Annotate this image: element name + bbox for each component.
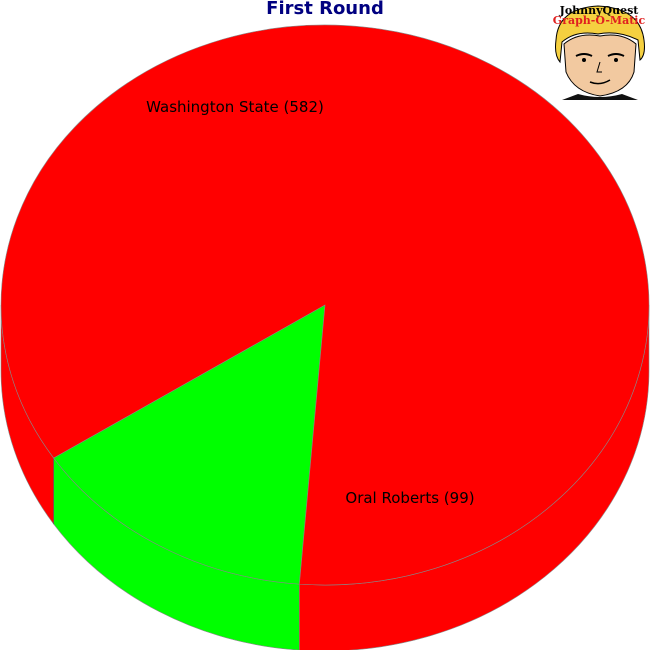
pie-slice-washington-state — [0, 24, 650, 586]
logo-line1: JohnnyQuest — [559, 4, 639, 17]
pie-top-layer — [0, 24, 650, 586]
cartoon-boy-icon — [555, 5, 645, 100]
logo-line2: Graph-O-Matic — [552, 14, 646, 27]
pie-slice-oral-roberts — [53, 304, 326, 585]
pie-label-layer: Oral Roberts (99) Washington State (582) — [146, 98, 474, 507]
graph-o-matic-logo: JohnnyQuest Graph-O-Matic — [548, 0, 650, 100]
slice-label-1: Washington State (582) — [146, 98, 324, 116]
slice-label-0: Oral Roberts (99) — [345, 489, 474, 507]
chart-title: First Round — [266, 0, 384, 19]
